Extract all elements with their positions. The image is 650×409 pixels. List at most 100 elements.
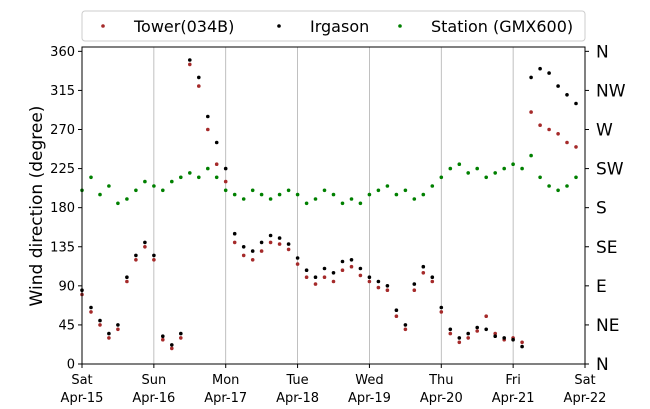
data-point bbox=[313, 282, 318, 286]
data-point bbox=[529, 153, 533, 158]
data-point bbox=[448, 327, 453, 332]
data-point bbox=[304, 275, 309, 280]
compass-label: N bbox=[596, 42, 609, 62]
y-axis-ticks: 0 45 90 135 180 225 270 315 360 bbox=[50, 45, 82, 373]
data-point bbox=[259, 192, 264, 197]
data-point bbox=[475, 166, 480, 171]
data-point bbox=[529, 110, 533, 114]
legend-label: Tower(034B) bbox=[133, 17, 234, 36]
data-point bbox=[295, 192, 300, 197]
data-point bbox=[125, 197, 129, 201]
data-point bbox=[421, 264, 426, 269]
data-point bbox=[241, 245, 246, 249]
y-tick-label: 135 bbox=[50, 240, 75, 255]
data-point bbox=[367, 275, 372, 280]
data-point bbox=[197, 75, 201, 80]
data-point bbox=[170, 343, 174, 347]
data-point bbox=[430, 184, 435, 188]
compass-label: W bbox=[596, 121, 613, 141]
series-points bbox=[80, 62, 578, 351]
y-tick-label: 0 bbox=[67, 358, 75, 373]
data-point bbox=[511, 162, 515, 166]
data-point bbox=[179, 331, 183, 336]
x-tick-day: Thu bbox=[428, 373, 453, 388]
data-point bbox=[502, 166, 507, 171]
data-point bbox=[529, 75, 533, 80]
data-point bbox=[206, 127, 210, 132]
data-point bbox=[565, 140, 569, 145]
data-point bbox=[340, 268, 345, 273]
data-point bbox=[134, 188, 138, 193]
data-point bbox=[134, 253, 138, 258]
data-point bbox=[349, 197, 354, 201]
data-point bbox=[376, 188, 381, 193]
data-point bbox=[116, 323, 120, 327]
data-point bbox=[116, 201, 120, 206]
legend-label: Irgason bbox=[310, 17, 369, 36]
data-point bbox=[358, 273, 363, 278]
data-point bbox=[277, 236, 282, 240]
data-point bbox=[547, 184, 551, 188]
data-point bbox=[457, 340, 462, 345]
y-tick-label: 315 bbox=[50, 84, 75, 99]
data-point bbox=[556, 84, 560, 88]
y-tick-label: 360 bbox=[50, 45, 75, 60]
x-tick-day: Sat bbox=[71, 373, 92, 388]
data-point bbox=[412, 288, 417, 293]
data-point bbox=[89, 305, 93, 310]
data-point bbox=[214, 162, 219, 166]
data-point bbox=[466, 171, 471, 175]
data-point bbox=[331, 271, 336, 275]
data-point bbox=[439, 310, 444, 314]
data-point bbox=[340, 259, 345, 264]
data-point bbox=[259, 249, 264, 253]
x-tick-day: Tue bbox=[285, 373, 308, 388]
compass-label: S bbox=[596, 199, 607, 219]
data-point bbox=[367, 192, 372, 197]
data-point bbox=[179, 336, 183, 340]
data-point bbox=[457, 162, 462, 166]
data-point bbox=[277, 242, 282, 246]
data-point bbox=[574, 175, 578, 180]
data-point bbox=[403, 323, 408, 327]
data-point bbox=[152, 258, 156, 262]
legend-marker bbox=[101, 24, 105, 28]
compass-label: N bbox=[596, 355, 609, 375]
x-tick-day: Mon bbox=[212, 373, 239, 388]
grid-lines bbox=[153, 47, 514, 364]
data-point bbox=[313, 197, 318, 201]
y-tick-label: 90 bbox=[58, 279, 75, 294]
data-point bbox=[412, 282, 417, 286]
compass-label: SE bbox=[596, 238, 618, 258]
data-point bbox=[188, 62, 192, 67]
x-tick-date: Apr-15 bbox=[61, 391, 104, 406]
x-tick-date: Apr-20 bbox=[420, 391, 463, 406]
data-point bbox=[107, 331, 111, 336]
data-point bbox=[223, 179, 228, 184]
y-tick-label: 225 bbox=[50, 162, 75, 177]
x-axis-ticks: Sat Apr-15 Sun Apr-16 Mon Apr-17 Tue Apr-18 Wed A… bbox=[61, 364, 606, 406]
data-point bbox=[206, 166, 210, 171]
legend-box bbox=[81, 10, 586, 42]
y-tick-label: 270 bbox=[50, 123, 75, 138]
data-point bbox=[394, 192, 399, 197]
data-point bbox=[448, 331, 453, 336]
data-point bbox=[547, 127, 551, 132]
data-point bbox=[466, 336, 471, 340]
data-point bbox=[538, 175, 542, 180]
data-point bbox=[493, 171, 498, 175]
data-point bbox=[250, 258, 255, 262]
data-point bbox=[493, 334, 498, 339]
x-tick-date: Apr-19 bbox=[348, 391, 391, 406]
data-point bbox=[376, 285, 381, 290]
compass-label: NE bbox=[596, 316, 619, 336]
data-point bbox=[161, 337, 165, 342]
data-point bbox=[286, 247, 291, 252]
data-point bbox=[286, 188, 291, 193]
data-point bbox=[430, 275, 435, 280]
data-point bbox=[179, 175, 183, 180]
data-point bbox=[268, 240, 273, 245]
data-point bbox=[250, 249, 255, 253]
right-axis-labels: N NE E SE S SW W NW N bbox=[585, 42, 626, 375]
